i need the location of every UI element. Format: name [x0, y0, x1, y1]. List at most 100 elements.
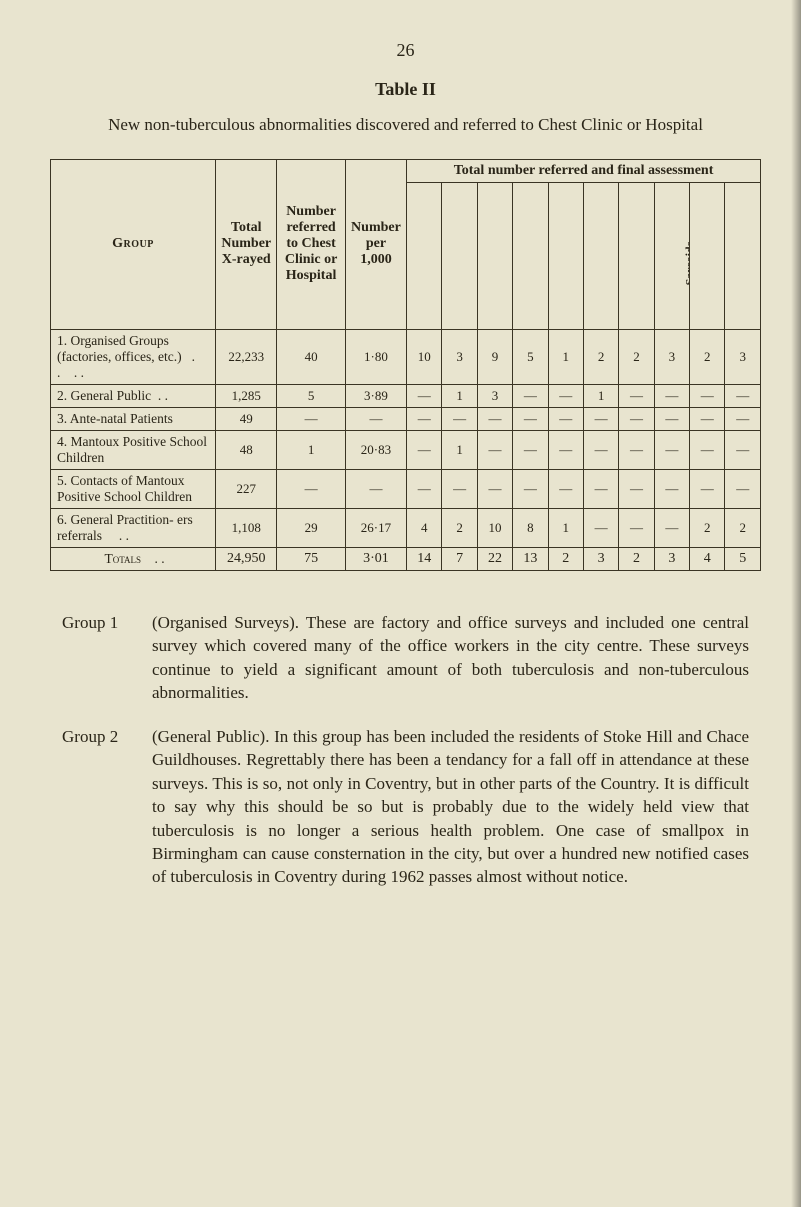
table-cell: — [690, 469, 725, 508]
table-cell: 1 [442, 384, 477, 407]
table-cell: — [513, 430, 548, 469]
totals-label: Totals . . [51, 547, 216, 570]
totals-cell: 22 [477, 547, 512, 570]
table-row: 5. Contacts of Mantoux Positive School C… [51, 469, 761, 508]
table-cell: — [654, 430, 689, 469]
table-cell: 3. Ante-natal Patients [51, 407, 216, 430]
table-cell: — [583, 430, 618, 469]
table-cell: 4. Mantoux Positive School Children [51, 430, 216, 469]
totals-row: Totals . . 24,950 75 3·01 14 7 22 13 2 3… [51, 547, 761, 570]
col-per-1000: Number per 1,000 [345, 159, 406, 329]
table-cell: 1 [548, 508, 583, 547]
table-cell: 2. General Public . . [51, 384, 216, 407]
table-cell: — [345, 407, 406, 430]
totals-cell: 4 [690, 547, 725, 570]
table-cell: 1,108 [216, 508, 277, 547]
table-cell: 5 [277, 384, 345, 407]
table-cell: — [442, 469, 477, 508]
table-cell: 2 [690, 329, 725, 384]
table-cell: 5. Contacts of Mantoux Positive School C… [51, 469, 216, 508]
table-cell: 10 [477, 508, 512, 547]
table-cell: — [619, 384, 654, 407]
table-cell: — [619, 508, 654, 547]
table-cell: — [548, 384, 583, 407]
table-cell: 3·89 [345, 384, 406, 407]
col-inflammatory: Inflammatory conditions [477, 182, 512, 329]
table-cell: — [407, 407, 442, 430]
paragraph-text: (Organised Surveys). These are factory a… [152, 611, 749, 705]
table-cell: 1,285 [216, 384, 277, 407]
table-cell: 20·83 [345, 430, 406, 469]
col-spanner: Total number referred and final assessme… [407, 159, 761, 182]
table-cell: 1 [548, 329, 583, 384]
table-cell: — [477, 430, 512, 469]
table-cell: — [407, 430, 442, 469]
table-cell: — [583, 508, 618, 547]
table-cell: — [690, 407, 725, 430]
col-bronchitis-emphysema: Bronchitis and emphysema [513, 182, 548, 329]
table-row: 1. Organised Groups (factories, offices,… [51, 329, 761, 384]
col-sarcoids: Sarcoids [654, 182, 689, 329]
table-cell: 3 [442, 329, 477, 384]
table-cell: 2 [583, 329, 618, 384]
totals-cell: 13 [513, 547, 548, 570]
table-cell: 227 [216, 469, 277, 508]
totals-cell: 3 [583, 547, 618, 570]
totals-cell: 7 [442, 547, 477, 570]
table-cell: 2 [442, 508, 477, 547]
col-bronchiectasis: Bronchiectasis [442, 182, 477, 329]
table-foot: Totals . . 24,950 75 3·01 14 7 22 13 2 3… [51, 547, 761, 570]
paragraph-label: Group 1 [62, 611, 152, 705]
table-row: 3. Ante-natal Patients49———————————— [51, 407, 761, 430]
totals-cell: 2 [619, 547, 654, 570]
table-cell: 2 [619, 329, 654, 384]
table-cell: — [725, 407, 761, 430]
col-group: Group [51, 159, 216, 329]
col-referred: Number referred to Chest Clinic or Hospi… [277, 159, 345, 329]
table-cell: — [654, 384, 689, 407]
table-cell: — [725, 384, 761, 407]
table-cell: 26·17 [345, 508, 406, 547]
table-cell: 1. Organised Groups (factories, offices,… [51, 329, 216, 384]
table-cell: — [654, 407, 689, 430]
paragraph-label: Group 2 [62, 725, 152, 889]
table-cell: 3 [725, 329, 761, 384]
table-row: 2. General Public . .1,28553·89—13——1———… [51, 384, 761, 407]
col-non-malignant-neoplasm: Non-malignant neoplasm [619, 182, 654, 329]
table-cell: — [345, 469, 406, 508]
table-cell: — [513, 384, 548, 407]
table-cell: 2 [725, 508, 761, 547]
table-cell: — [407, 384, 442, 407]
col-spontaneous-pneumothorax: Spontaneous pneumothorax [548, 182, 583, 329]
paragraph-text: (General Public). In this group has been… [152, 725, 749, 889]
table-cell: 10 [407, 329, 442, 384]
table-cell: 1 [442, 430, 477, 469]
table-cell: 6. General Practition- ers referrals . . [51, 508, 216, 547]
col-miscellaneous: Miscellaneous chest conditions [725, 182, 761, 329]
table-cell: — [477, 469, 512, 508]
totals-cell: 14 [407, 547, 442, 570]
totals-cell: 2 [548, 547, 583, 570]
col-total-xrayed: Total Number X-rayed [216, 159, 277, 329]
table-cell: — [548, 407, 583, 430]
main-table: Group Total Number X-rayed Number referr… [50, 159, 761, 571]
table-cell: — [690, 384, 725, 407]
table-cell: — [583, 407, 618, 430]
table-cell: — [548, 469, 583, 508]
table-cell: — [548, 430, 583, 469]
table-cell: — [513, 469, 548, 508]
table-cell: — [583, 469, 618, 508]
table-cell: — [442, 407, 477, 430]
col-bronchial-carcinoma: Bronchial carcinoma [407, 182, 442, 329]
table-cell: — [277, 469, 345, 508]
table-cell: — [654, 469, 689, 508]
table-cell: 3 [477, 384, 512, 407]
table-cell: — [277, 407, 345, 430]
totals-cell: 3 [654, 547, 689, 570]
table-cell: 48 [216, 430, 277, 469]
table-cell: 22,233 [216, 329, 277, 384]
table-body: 1. Organised Groups (factories, offices,… [51, 329, 761, 547]
table-row: 4. Mantoux Positive School Children48 1 20… [51, 430, 761, 469]
table-cell: — [477, 407, 512, 430]
totals-cell: 5 [725, 547, 761, 570]
